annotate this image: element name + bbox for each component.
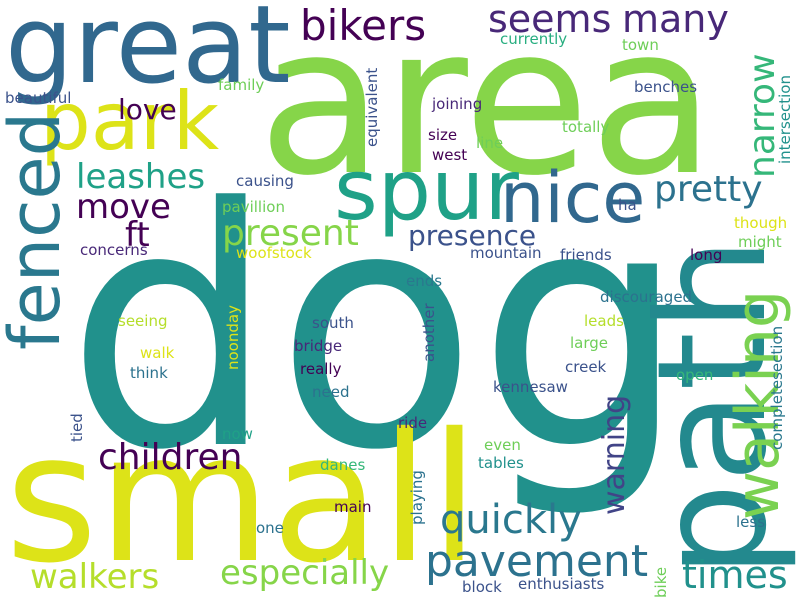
word-seems: seems	[488, 0, 612, 41]
word-concerns: concerns	[80, 241, 148, 259]
word-now: now	[222, 425, 253, 443]
word-friends: friends	[560, 246, 612, 264]
word-might: might	[738, 233, 782, 251]
word-size: size	[428, 126, 458, 144]
word-ha: ha	[618, 196, 637, 214]
word-great: great	[5, 0, 291, 108]
word-town: town	[622, 36, 659, 54]
word-dog: dog	[66, 138, 687, 522]
word-block: block	[462, 578, 502, 596]
word-danes: danes	[320, 456, 366, 474]
word-west: west	[432, 146, 468, 164]
word-less: less	[736, 513, 766, 531]
word-tables: tables	[478, 454, 524, 472]
word-enthusiasts: enthusiasts	[518, 575, 605, 593]
word-kennesaw: kennesaw	[493, 378, 568, 396]
word-children: children	[98, 437, 243, 478]
word-large: large	[570, 334, 609, 352]
word-many: many	[622, 0, 729, 41]
word-walk: walk	[140, 344, 175, 362]
word-mountain: mountain	[470, 244, 542, 262]
word-spur: spur	[334, 141, 519, 239]
word-love: love	[118, 93, 177, 126]
word-discouraged: discouraged	[600, 288, 693, 306]
word-move: move	[76, 187, 171, 227]
word-pavement: pavement	[425, 536, 649, 587]
word-tied: tied	[68, 413, 86, 442]
word-line: line	[476, 134, 504, 152]
word-seeing: seeing	[118, 312, 168, 330]
word-open: open	[676, 366, 714, 384]
word-intersection: intersection	[776, 75, 794, 164]
word-leads: leads	[584, 312, 624, 330]
word-one: one	[256, 519, 284, 537]
word-nice: nice	[500, 157, 646, 239]
word-leashes: leashes	[76, 157, 206, 197]
word-equivalent: equivalent	[363, 67, 381, 147]
word-totally: totally	[562, 118, 610, 136]
word-ride: ride	[398, 414, 428, 432]
word-small: small	[5, 395, 480, 600]
word-creek: creek	[565, 358, 607, 376]
word-currently: currently	[500, 30, 568, 48]
word-woofstock: woofstock	[236, 244, 312, 262]
word-family: family	[218, 76, 265, 94]
word-presence: presence	[408, 219, 537, 252]
word-really: really	[300, 360, 342, 378]
word-area: area	[258, 0, 716, 221]
word-walkers: walkers	[30, 557, 160, 597]
word-fenced: fenced	[0, 111, 76, 350]
word-ends: ends	[406, 272, 443, 290]
word-main: main	[334, 498, 372, 516]
word-long: long	[690, 246, 723, 264]
word-causing: causing	[236, 172, 294, 190]
word-beautiful: beautiful	[5, 89, 72, 107]
word-pretty: pretty	[654, 169, 763, 210]
word-south: south	[312, 314, 354, 332]
word-noonday: noonday	[224, 305, 242, 370]
word-times: times	[682, 553, 788, 597]
word-playing: playing	[408, 470, 426, 525]
word-ft: ft	[125, 215, 150, 255]
word-bike: bike	[652, 566, 670, 598]
word-bikers: bikers	[300, 1, 427, 50]
word-park: park	[40, 75, 220, 168]
word-bridge: bridge	[294, 337, 343, 355]
word-present: present	[222, 213, 359, 254]
word-another: another	[420, 303, 438, 362]
word-even: even	[484, 436, 521, 454]
word-especially: especially	[220, 553, 390, 593]
word-joining: joining	[432, 95, 483, 113]
word-benches: benches	[634, 78, 698, 96]
word-though: though	[734, 214, 788, 232]
word-quickly: quickly	[440, 497, 582, 543]
word-warning: warning	[597, 394, 632, 515]
word-completesection: completesection	[768, 325, 786, 450]
word-need: need	[312, 383, 350, 401]
word-think: think	[130, 364, 168, 382]
word-pavillion: pavillion	[222, 198, 285, 216]
